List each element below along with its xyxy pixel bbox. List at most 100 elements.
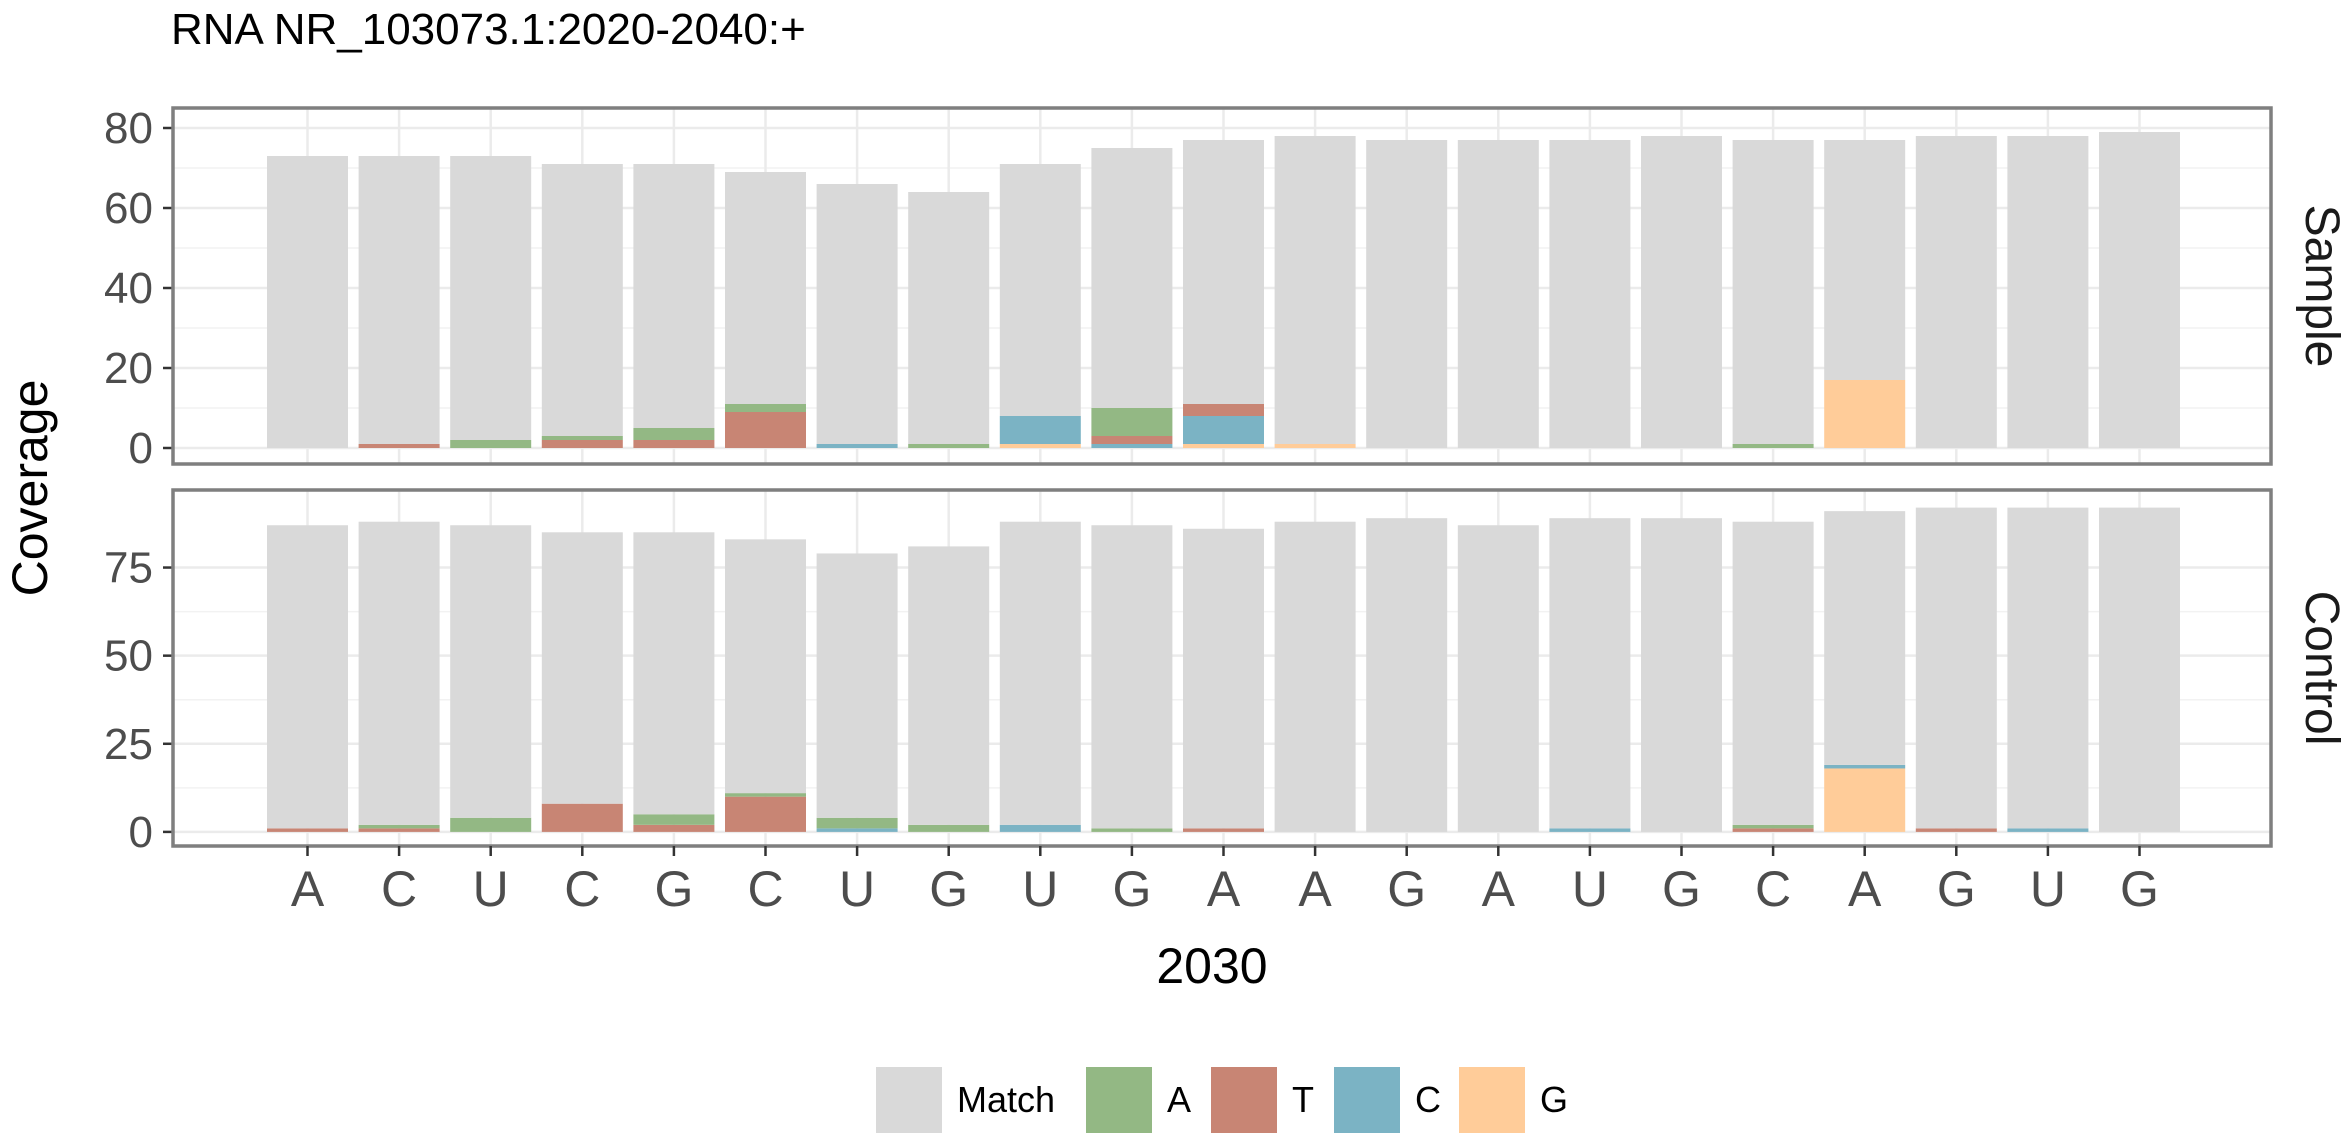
bar-stack [1641,518,1722,832]
panel-sample: 0 20 40 60 80 Sample [104,104,2346,473]
x-tick-label: A [1298,861,1332,917]
bar-stack [1274,136,1356,448]
bar-match [1732,140,1814,444]
bar-match [908,546,990,825]
bar-stack [1732,521,1814,832]
bar-a [450,440,532,448]
legend-label: T [1292,1079,1314,1120]
bar-stack [1549,518,1631,832]
bar-match [1915,507,1997,829]
legend-key [876,1067,942,1133]
bar-t [633,440,715,448]
x-tick-label: A [291,861,325,917]
bar-c [1549,828,1631,832]
bar-match [541,164,623,436]
bar-stack [1915,507,1997,832]
bar-stack [2007,507,2089,832]
bar-stack [999,164,1081,448]
bar-stack [358,156,440,448]
bar-match [1824,511,1906,765]
bar-stack [999,521,1081,832]
bar-match [1641,518,1722,832]
bar-match [1274,136,1356,444]
bar-t [541,803,623,832]
bar-a [633,428,715,440]
bar-a [725,404,806,412]
x-tick-label: G [654,861,693,917]
bar-stack [633,532,715,832]
bar-stack [1457,140,1539,448]
bar-match [1915,136,1997,448]
bar-a [633,814,715,825]
bar-stack [541,164,623,448]
bar-t [358,828,440,832]
bar-stack [1091,148,1173,448]
y-tick-label: 0 [129,808,153,857]
bar-c [999,416,1081,444]
legend-item-g: G [1459,1067,1568,1133]
bar-match [725,172,806,404]
bar-a [541,436,623,440]
legend-item-match: Match [876,1067,1055,1133]
bar-match [1183,528,1264,829]
legend-item-c: C [1334,1067,1441,1133]
y-tick-label: 20 [104,344,153,393]
x-tick-label: G [1937,861,1976,917]
bar-stack [1457,525,1539,832]
bar-a [908,824,990,832]
bar-stack [725,539,806,832]
bar-stack [358,521,440,832]
bar-a [908,444,990,448]
bar-c [1183,416,1264,444]
y-tick-label: 40 [104,264,153,313]
bar-t [1183,404,1264,416]
bar-match [2099,132,2180,448]
bar-g [1183,444,1264,448]
bar-a [816,817,898,829]
bar-match [1549,518,1631,829]
bar-t [725,796,806,832]
bar-t [725,412,806,448]
bar-a [1091,408,1173,436]
bar-stack [1366,140,1448,448]
chart-title: RNA NR_103073.1:2020-2040:+ [171,5,806,54]
y-tick-label: 25 [104,720,153,769]
bar-t [358,444,440,448]
y-tick-label: 75 [104,544,153,593]
x-tick-label: U [1572,861,1608,917]
bar-c [816,828,898,832]
y-tick-label: 0 [129,424,153,473]
bar-stack [541,532,623,832]
x-tick-label: G [1662,861,1701,917]
x-tick-label: G [929,861,968,917]
bar-match [1457,525,1539,832]
x-tick-label: A [1482,861,1516,917]
bar-stack [908,546,990,832]
bar-stack [450,525,532,832]
panel-border [171,488,2273,848]
x-tick-label: G [1112,861,1151,917]
bar-match [633,532,715,815]
legend-label: C [1415,1079,1441,1120]
legend-key [1334,1067,1400,1133]
x-tick-label: U [473,861,509,917]
bar-stack [908,192,990,448]
legend-item-a: A [1086,1067,1191,1133]
bar-a [358,824,440,829]
bar-match [725,539,806,794]
bar-t [267,828,348,832]
bar-match [358,521,440,825]
bar-t [633,824,715,832]
bar-match [2007,136,2089,448]
bar-stack [1366,518,1448,832]
bar-match [2099,507,2180,832]
bar-stack [1183,528,1264,832]
bar-match [816,553,898,818]
bar-a [1732,444,1814,448]
bar-a [450,817,532,832]
bar-match [1183,140,1264,404]
legend-label: G [1540,1079,1568,1120]
bar-stack [1824,511,1906,832]
legend-label: A [1167,1079,1191,1120]
bar-match [1091,525,1173,829]
